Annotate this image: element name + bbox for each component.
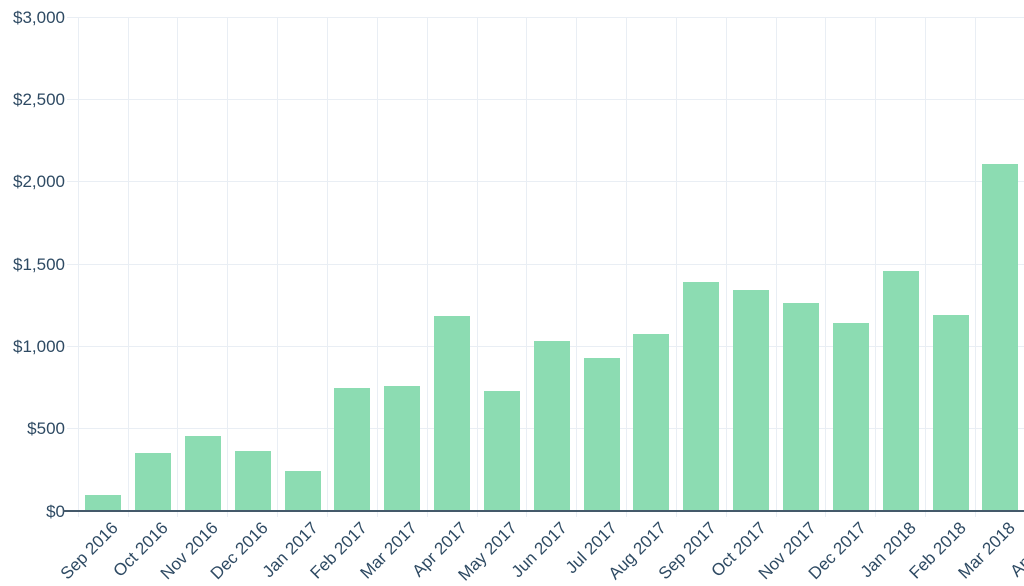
x-axis-tick <box>376 512 378 517</box>
x-gridline <box>975 17 976 511</box>
x-axis-tick <box>775 512 777 517</box>
bar-sep-2016[interactable] <box>85 494 122 511</box>
x-axis-tick <box>975 512 976 517</box>
bar-aug-2017[interactable] <box>633 333 670 511</box>
y-axis-tick-label: $2,000 <box>13 172 65 192</box>
x-gridline <box>925 17 927 511</box>
bar-oct-2016[interactable] <box>134 452 171 511</box>
bar-sep-2017[interactable] <box>683 282 720 511</box>
y-axis-tick-label: $2,500 <box>13 89 65 109</box>
bar-jun-2017[interactable] <box>533 340 570 511</box>
bar-dec-2016[interactable] <box>234 450 271 511</box>
bar-feb-2018[interactable] <box>932 315 969 511</box>
x-axis-tick <box>426 512 428 517</box>
bar-jan-2018[interactable] <box>882 270 919 511</box>
x-axis-tick <box>326 512 328 517</box>
x-gridline <box>875 17 877 511</box>
y-gridline <box>67 16 1024 18</box>
x-gridline <box>526 17 528 511</box>
x-axis-tick <box>227 512 229 517</box>
x-axis-tick <box>476 512 478 517</box>
x-gridline <box>725 17 727 511</box>
y-axis-tick-label: $1,000 <box>13 336 65 356</box>
x-axis-tick <box>576 512 578 517</box>
bar-jul-2017[interactable] <box>583 357 620 511</box>
x-axis-tick <box>526 512 528 517</box>
x-gridline <box>626 17 628 511</box>
x-axis-tick <box>825 512 827 517</box>
bar-jan-2017[interactable] <box>284 471 321 511</box>
y-gridline <box>67 98 1024 100</box>
y-axis-tick-label: $1,500 <box>13 254 65 274</box>
x-gridline <box>376 17 378 511</box>
x-gridline <box>775 17 777 511</box>
bar-dec-2017[interactable] <box>832 323 869 511</box>
x-axis-tick <box>626 512 628 517</box>
y-axis-tick-label: $0 <box>46 501 65 521</box>
x-gridline <box>825 17 827 511</box>
x-axis-tick <box>725 512 727 517</box>
bar-nov-2016[interactable] <box>184 436 221 511</box>
x-gridline <box>127 17 129 511</box>
x-gridline <box>576 17 578 511</box>
bar-may-2017[interactable] <box>483 390 520 511</box>
y-axis-tick-label: $3,000 <box>13 7 65 27</box>
x-gridline <box>77 17 79 511</box>
y-axis-tick-label: $500 <box>27 419 65 439</box>
x-gridline <box>277 17 279 511</box>
x-axis-tick <box>177 512 179 517</box>
y-gridline <box>67 181 1024 183</box>
x-axis-tick <box>127 512 129 517</box>
x-gridline <box>326 17 328 511</box>
x-axis-baseline <box>63 510 1024 512</box>
x-axis-tick <box>675 512 677 517</box>
x-axis-tick <box>277 512 279 517</box>
x-gridline <box>675 17 677 511</box>
x-gridline <box>476 17 478 511</box>
x-axis-tick <box>875 512 877 517</box>
x-gridline <box>177 17 179 511</box>
x-axis-tick <box>925 512 927 517</box>
bar-apr-2017[interactable] <box>434 315 471 511</box>
x-gridline <box>426 17 428 511</box>
bar-feb-2017[interactable] <box>334 387 371 511</box>
bar-mar-2017[interactable] <box>384 385 421 511</box>
bar-oct-2017[interactable] <box>733 290 770 511</box>
bar-mar-2018[interactable] <box>982 163 1019 511</box>
bar-nov-2017[interactable] <box>783 302 820 511</box>
x-gridline <box>227 17 229 511</box>
y-gridline <box>67 263 1024 265</box>
x-axis-tick <box>77 512 79 517</box>
